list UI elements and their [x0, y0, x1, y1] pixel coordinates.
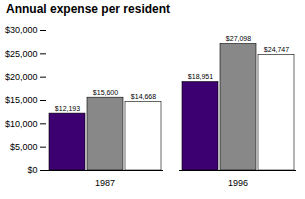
svg-text:$10,000: $10,000 — [5, 119, 38, 129]
svg-text:$27,098: $27,098 — [226, 35, 251, 42]
svg-text:$14,668: $14,668 — [131, 93, 156, 100]
html-text:Annual expense per resident: Annual expense per resident — [6, 2, 171, 16]
svg-text:$25,000: $25,000 — [5, 49, 38, 59]
svg-text:$30,000: $30,000 — [5, 25, 38, 35]
svg-text:$18,951: $18,951 — [188, 73, 213, 80]
svg-text:$24,747: $24,747 — [264, 46, 289, 53]
svg-text:$15,000: $15,000 — [5, 95, 38, 105]
svg-text:$0: $0 — [27, 165, 37, 175]
svg-text:1987: 1987 — [95, 178, 115, 188]
svg-text:$5,000: $5,000 — [10, 142, 38, 152]
svg-text:1996: 1996 — [228, 178, 248, 188]
svg-text:$12,193: $12,193 — [55, 105, 80, 112]
svg-text:$20,000: $20,000 — [5, 72, 38, 82]
svg-text:$15,600: $15,600 — [93, 89, 118, 96]
